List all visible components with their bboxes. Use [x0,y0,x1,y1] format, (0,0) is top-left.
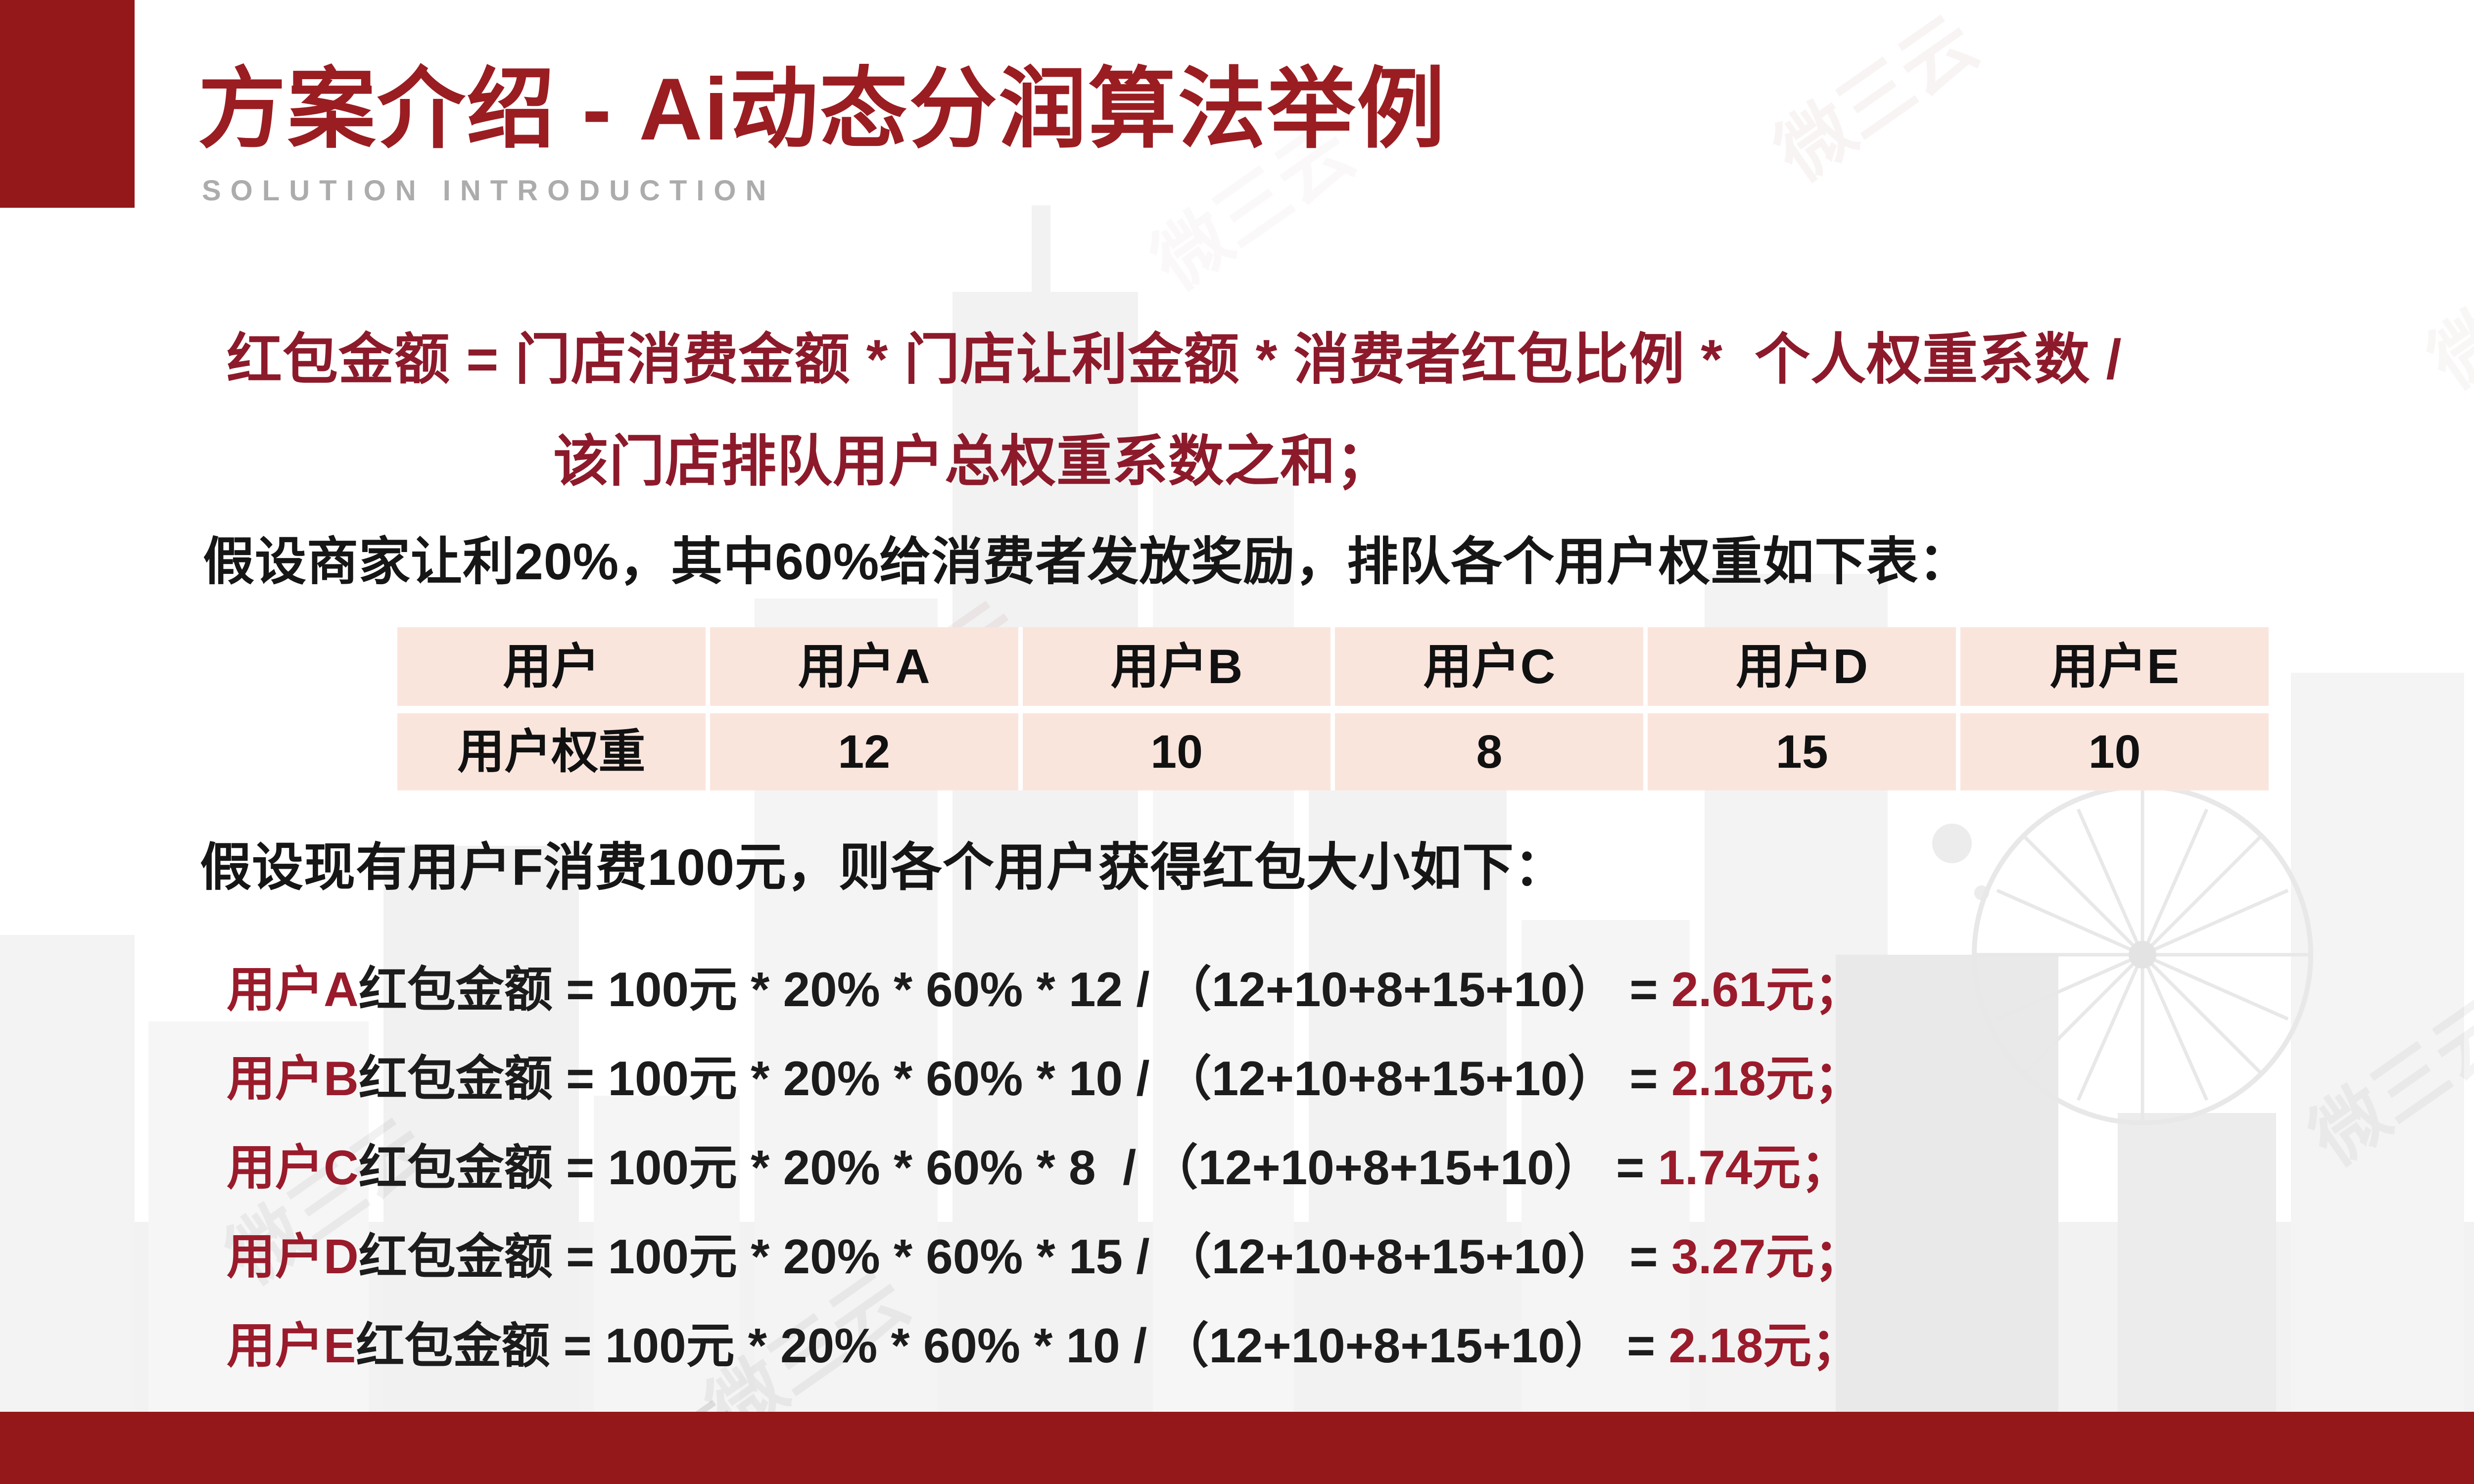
calc-user-label: 用户B [227,1051,359,1106]
calculation-line: 用户D红包金额 = 100元 * 20% * 60% * 15 / （12+10… [227,1212,1863,1301]
calculation-lines: 用户A红包金额 = 100元 * 20% * 60% * 12 / （12+10… [227,945,1863,1390]
calc-user-label: 用户E [227,1318,356,1373]
weights-table: 用户 用户A 用户B 用户C 用户D 用户E 用户权重 12 10 8 15 1… [397,627,2269,790]
page-title: 方案介绍 - Ai动态分润算法举例 [198,60,1447,158]
table-cell: 15 [1648,713,1956,790]
calc-result: 2.61元； [1671,962,1863,1017]
table-header-cell: 用户D [1648,627,1956,706]
calc-user-label: 用户C [227,1140,359,1195]
building-shape [383,846,579,1412]
title-accent-block [0,0,135,208]
building-shape [1309,722,1507,1412]
calc-expression: 红包金额 = 100元 * 20% * 60% * 10 / （12+10+8+… [356,1318,1669,1373]
table-header-cell: 用户 [397,627,706,706]
building-shape [952,292,1138,1412]
building-shape [0,935,135,1412]
calc-result: 3.27元； [1671,1229,1863,1284]
calc-user-label: 用户A [227,962,359,1017]
footer-bar [0,1412,2474,1484]
table-header-cell: 用户B [1022,627,1331,706]
calc-result: 2.18元； [1668,1318,1860,1373]
calculation-line: 用户E红包金额 = 100元 * 20% * 60% * 10 / （12+10… [227,1301,1863,1390]
table-header-cell: 用户C [1335,627,1644,706]
calc-expression: 红包金额 = 100元 * 20% * 60% * 10 / （12+10+8+… [358,1051,1671,1106]
building-shape [594,1096,740,1412]
calculation-line: 用户B红包金额 = 100元 * 20% * 60% * 10 / （12+10… [227,1034,1863,1123]
building-shape [1032,205,1050,294]
building-shape [2291,673,2464,1412]
building-shape [2118,1113,2276,1412]
building-shape [1836,955,2058,1412]
table-cell: 12 [710,713,1018,790]
calculation-line: 用户C红包金额 = 100元 * 20% * 60% * 8 / （12+10+… [227,1123,1863,1212]
assumption-weights-text: 假设商家让利20%，其中60%给消费者发放奖励，排队各个用户权重如下表： [203,533,1971,591]
calc-result: 1.74元； [1658,1140,1850,1195]
assumption-consumption-text: 假设现有用户F消费100元，则各个用户获得红包大小如下： [200,839,1567,896]
formula-line-2: 该门店排队用户总权重系数之和； [553,430,1392,492]
calc-expression: 红包金额 = 100元 * 20% * 60% * 12 / （12+10+8+… [358,962,1671,1017]
formula-line-1: 红包金额 = 门店消费金额 * 门店让利金额 * 消费者红包比例 * 个人权重系… [227,328,2122,390]
calc-user-label: 用户D [227,1229,359,1284]
calc-expression: 红包金额 = 100元 * 20% * 60% * 15 / （12+10+8+… [358,1229,1671,1284]
table-row-label: 用户权重 [397,713,706,790]
table-cell: 8 [1335,713,1644,790]
ferris-wheel-shape [1972,784,2313,1125]
table-cell: 10 [1022,713,1331,790]
calc-result: 2.18元； [1671,1051,1863,1106]
building-shape [1522,920,1690,1412]
decor-circle [1932,824,1972,863]
calc-expression: 红包金额 = 100元 * 20% * 60% * 8 / （12+10+8+1… [358,1140,1658,1195]
calculation-line: 用户A红包金额 = 100元 * 20% * 60% * 12 / （12+10… [227,945,1863,1034]
page-subtitle: SOLUTION INTRODUCTION [202,175,776,207]
building-shape [148,1021,369,1412]
table-cell: 10 [1960,713,2269,790]
table-header-cell: 用户A [710,627,1018,706]
table-header-cell: 用户E [1960,627,2269,706]
